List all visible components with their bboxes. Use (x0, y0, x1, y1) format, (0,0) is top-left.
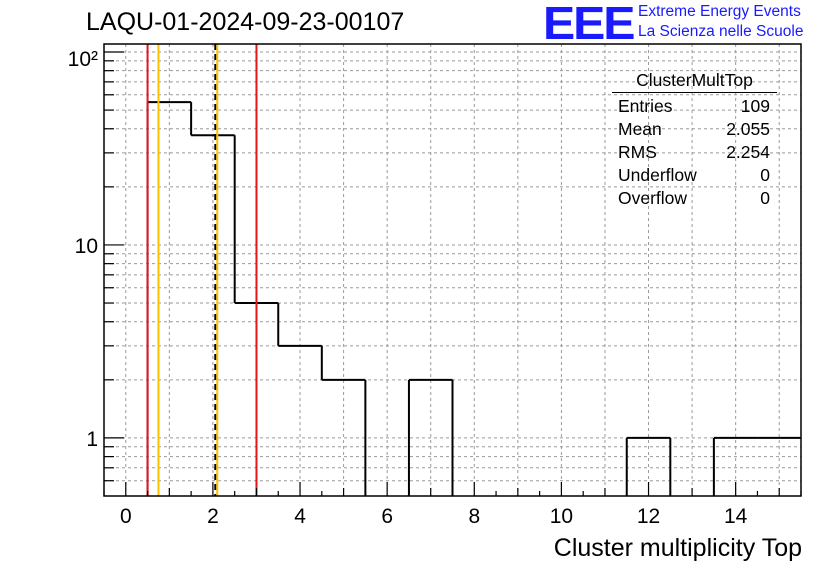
y-tick-label: 10² (68, 48, 98, 71)
x-tick-label: 12 (637, 505, 660, 528)
y-tick-label: 1 (86, 428, 98, 451)
stats-box: ClusterMultTop Entries 109 Mean 2.055 RM… (612, 70, 777, 210)
y-tick-label: 10 (75, 235, 98, 258)
logo-line-2: La Scienza nelle Scuole (638, 23, 804, 40)
stats-title: ClusterMultTop (612, 70, 777, 93)
ticks-layer (103, 51, 802, 496)
tick-labels-layer: 0 2 4 6 8 10 12 14 1 10 10² (68, 48, 748, 528)
stats-label: Mean (618, 119, 662, 139)
stats-value: 0 (760, 165, 770, 185)
logo-line-1: Extreme Energy Events (638, 3, 801, 20)
stats-value: 2.055 (726, 119, 770, 139)
x-tick-label: 10 (550, 505, 573, 528)
eee-logo: EEE (543, 0, 635, 49)
x-tick-label: 4 (294, 505, 306, 528)
stats-row-underflow: Underflow 0 (612, 164, 777, 187)
x-tick-label: 14 (724, 505, 748, 528)
stats-row-overflow: Overflow 0 (612, 187, 777, 210)
stats-label: Underflow (618, 165, 697, 185)
stats-value: 2.254 (726, 142, 770, 162)
grid-layer (104, 44, 801, 496)
stats-label: RMS (618, 142, 657, 162)
stats-row-mean: Mean 2.055 (612, 118, 777, 141)
x-axis-title: Cluster multiplicity Top (553, 534, 802, 562)
stats-value: 0 (760, 188, 770, 208)
stats-value: 109 (740, 96, 770, 116)
x-tick-label: 0 (120, 505, 132, 528)
stats-row-rms: RMS 2.254 (612, 141, 777, 164)
x-tick-label: 8 (468, 505, 480, 528)
stats-row-entries: Entries 109 (612, 95, 777, 118)
x-tick-label: 2 (207, 505, 219, 528)
stats-label: Overflow (618, 188, 688, 208)
x-tick-label: 6 (381, 505, 393, 528)
stats-label: Entries (618, 96, 673, 116)
plot-title: LAQU-01-2024-09-23-00107 (86, 8, 405, 36)
marker-lines-layer (146, 44, 258, 496)
